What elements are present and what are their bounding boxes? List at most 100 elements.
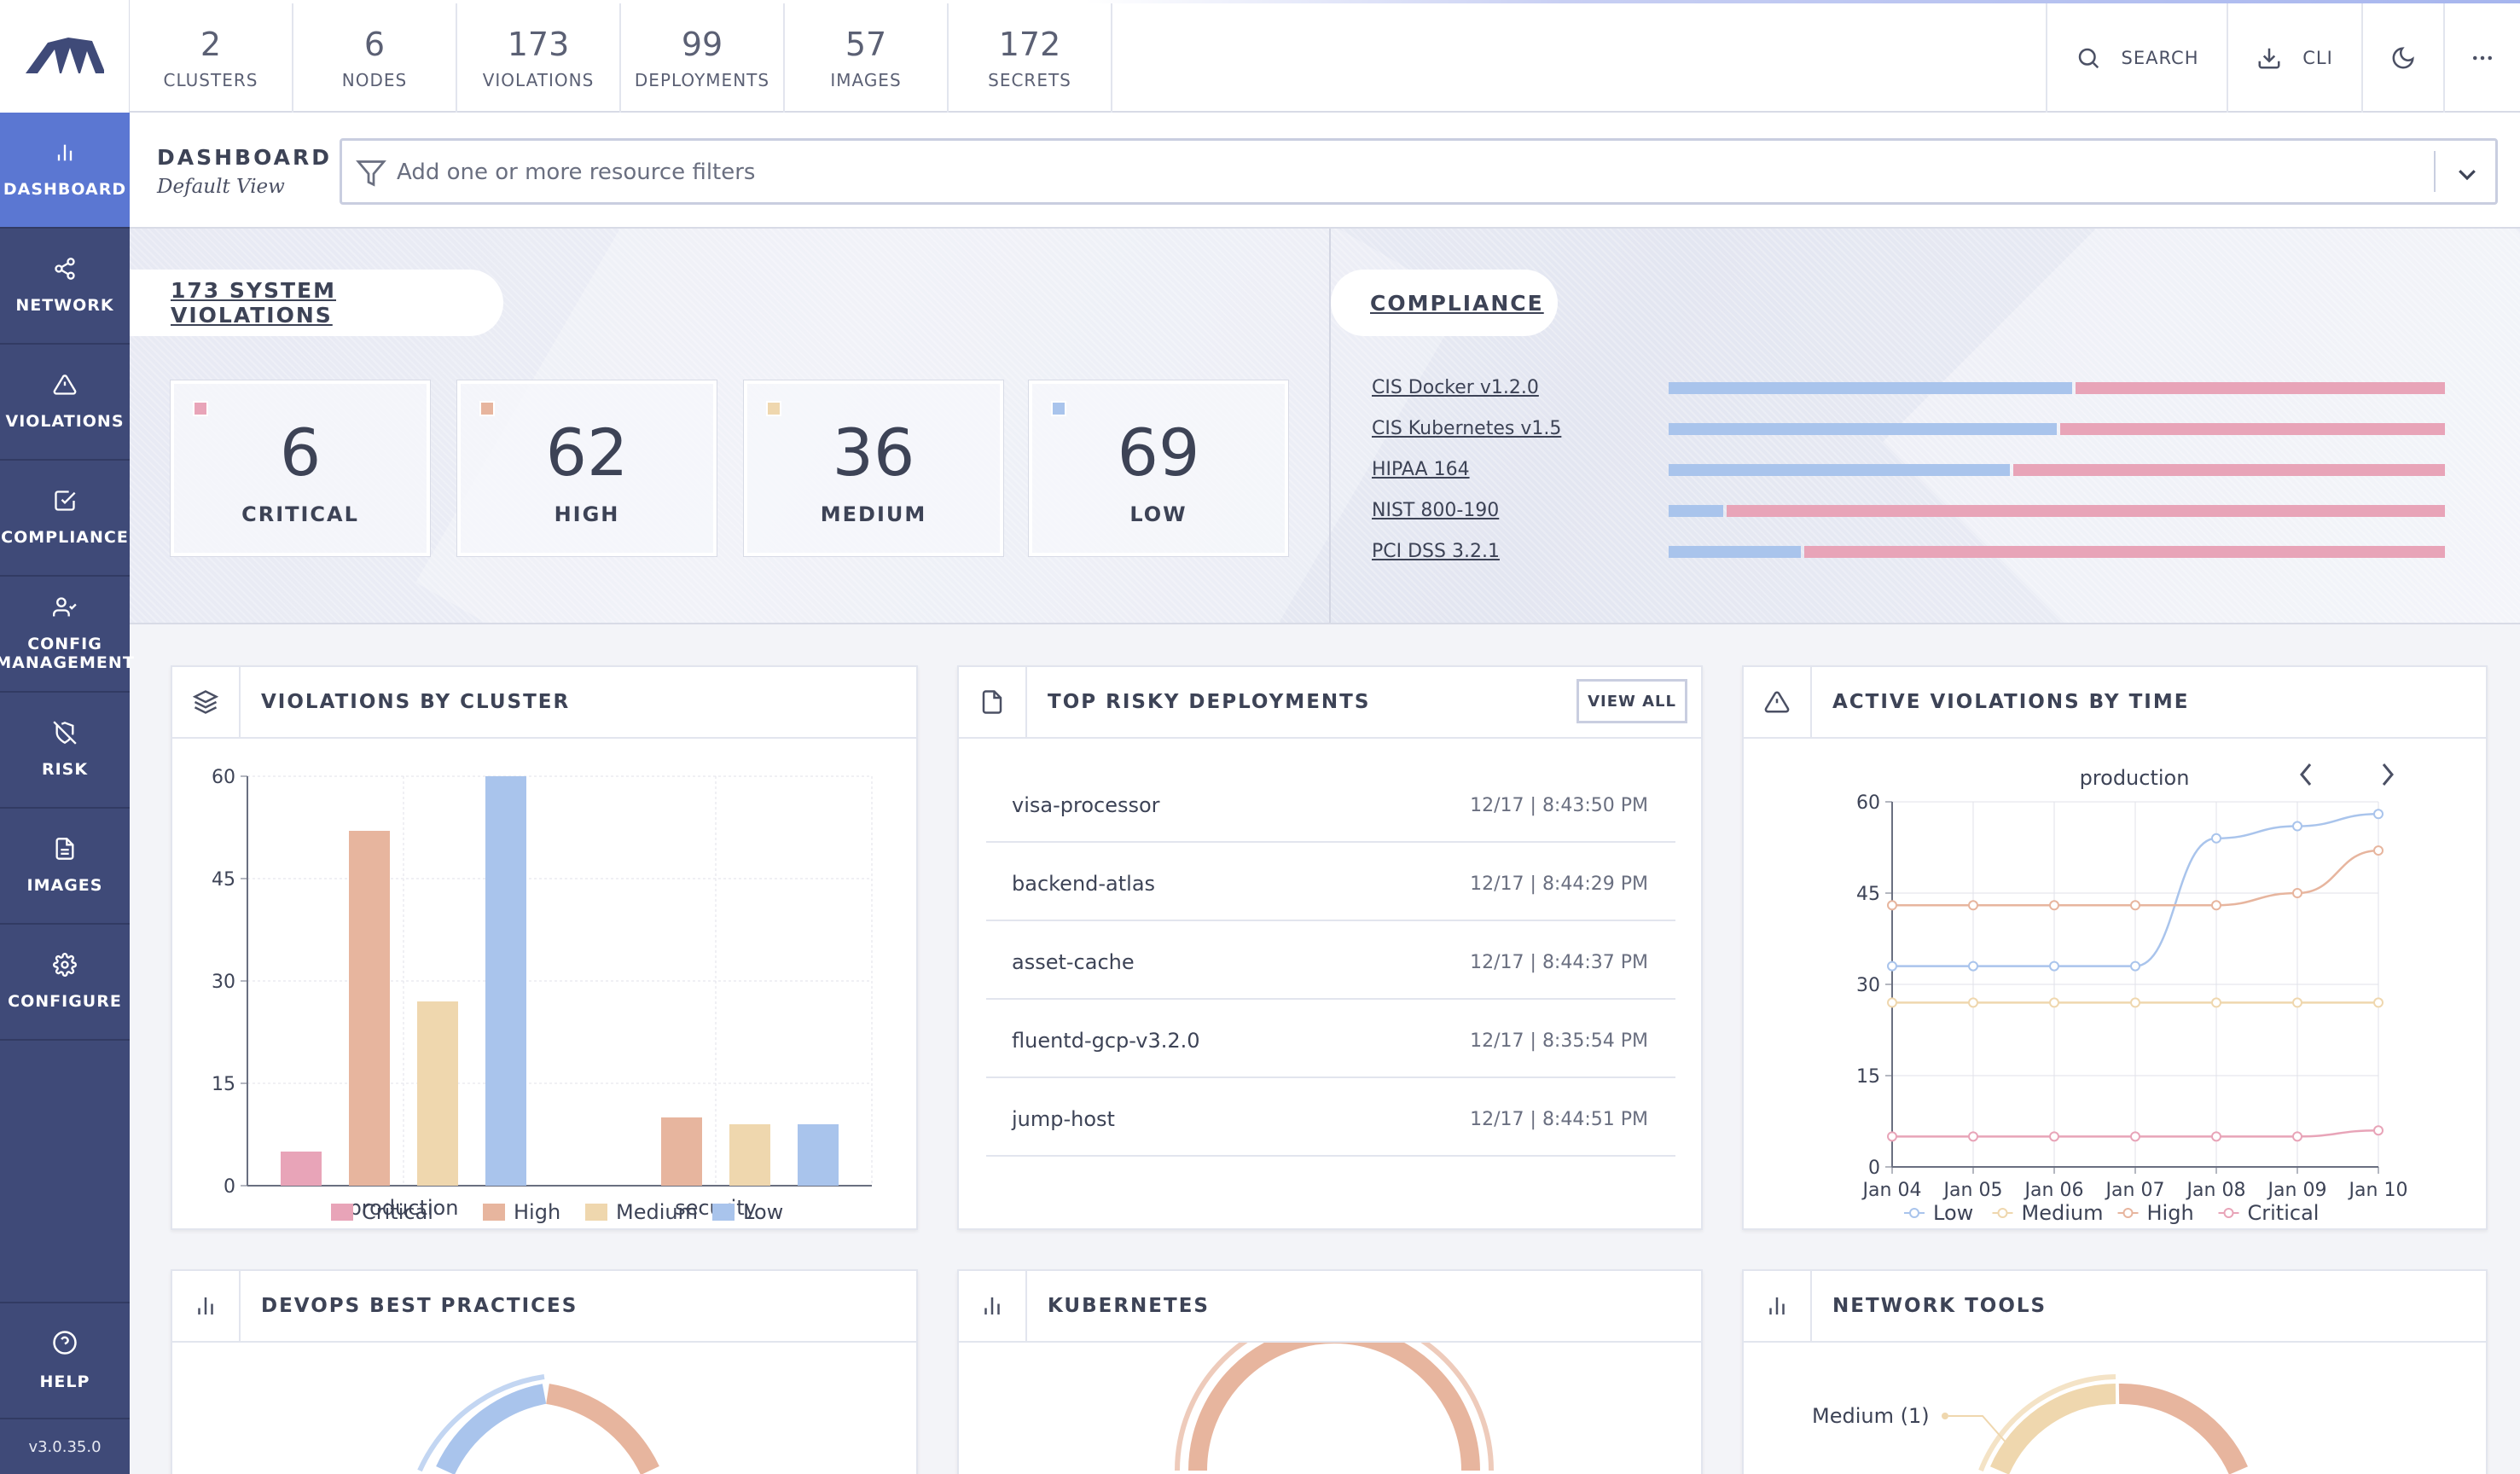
data-point[interactable]: [2049, 960, 2059, 972]
x-tick-label: Jan 10: [2348, 1180, 2408, 1201]
sunburst-arc[interactable]: [2118, 1383, 2248, 1474]
data-point[interactable]: [2130, 900, 2140, 911]
data-point[interactable]: [2292, 821, 2302, 832]
severity-tile-critical[interactable]: 6 CRITICAL: [171, 380, 430, 556]
risky-deployment-row[interactable]: fluentd-gcp-v3.2.0 12/17 | 8:35:54 PM: [986, 1000, 1675, 1078]
data-point[interactable]: [2130, 1131, 2140, 1142]
compliance-standard-link[interactable]: CIS Kubernetes v1.5: [1372, 418, 1562, 439]
sunburst-arc[interactable]: [1175, 1343, 1494, 1471]
more-horizontal-icon: [2473, 55, 2492, 61]
cli-download-button[interactable]: CLI: [2227, 3, 2361, 113]
deployment-name[interactable]: visa-processor: [1012, 793, 1160, 817]
compliance-bar[interactable]: [1669, 505, 2445, 517]
bar[interactable]: [349, 831, 390, 1186]
search-button[interactable]: SEARCH: [2046, 3, 2227, 113]
nav-images[interactable]: IMAGES: [0, 809, 130, 925]
compliance-bar[interactable]: [1669, 464, 2445, 476]
compliance-bar[interactable]: [1669, 423, 2445, 435]
chevron-right-icon[interactable]: [2382, 763, 2394, 786]
data-point[interactable]: [2292, 888, 2302, 898]
data-point[interactable]: [1887, 960, 1897, 972]
deployment-name[interactable]: fluentd-gcp-v3.2.0: [1012, 1029, 1200, 1053]
nav-help[interactable]: HELP: [0, 1302, 130, 1418]
sunburst-arc[interactable]: [545, 1384, 659, 1474]
deployment-name[interactable]: asset-cache: [1012, 950, 1135, 974]
risky-deployment-row[interactable]: jump-host 12/17 | 8:44:51 PM: [986, 1078, 1675, 1157]
bar[interactable]: [729, 1124, 770, 1186]
data-point[interactable]: [2130, 997, 2140, 1008]
bar[interactable]: [661, 1117, 702, 1186]
data-point[interactable]: [2292, 997, 2302, 1008]
data-point[interactable]: [2373, 809, 2384, 820]
count-images[interactable]: 57 IMAGES: [785, 3, 949, 113]
severity-tile-high[interactable]: 62 HIGH: [457, 380, 717, 556]
resource-filter-input[interactable]: [397, 156, 2359, 189]
data-point[interactable]: [1887, 997, 1897, 1008]
data-point[interactable]: [1887, 1131, 1897, 1142]
compliance-standard-link[interactable]: PCI DSS 3.2.1: [1372, 541, 1500, 562]
count-label: IMAGES: [830, 70, 902, 90]
sunburst-arc[interactable]: [1978, 1374, 2116, 1472]
sunburst-arc[interactable]: [436, 1384, 547, 1474]
sunburst-arc[interactable]: [1990, 1384, 2116, 1474]
bar[interactable]: [798, 1124, 839, 1186]
theme-toggle-button[interactable]: [2361, 3, 2443, 113]
risky-deployment-row[interactable]: asset-cache 12/17 | 8:44:37 PM: [986, 921, 1675, 1000]
data-point[interactable]: [2211, 833, 2221, 844]
nav-configure[interactable]: CONFIGURE: [0, 925, 130, 1041]
stackrox-logo[interactable]: [0, 0, 130, 113]
data-point[interactable]: [2373, 997, 2384, 1008]
compliance-standard-link[interactable]: NIST 800-190: [1372, 500, 1500, 521]
count-deployments[interactable]: 99 DEPLOYMENTS: [621, 3, 785, 113]
data-point[interactable]: [1968, 1131, 1978, 1142]
data-point[interactable]: [1887, 900, 1897, 911]
data-point[interactable]: [2049, 900, 2059, 911]
severity-tile-medium[interactable]: 36 MEDIUM: [744, 380, 1003, 556]
compliance-standard-link[interactable]: HIPAA 164: [1372, 459, 1470, 480]
compliance-bar[interactable]: [1669, 546, 2445, 558]
data-point[interactable]: [1968, 900, 1978, 911]
more-menu-button[interactable]: [2443, 3, 2520, 113]
nav-risk[interactable]: RISK: [0, 693, 130, 809]
count-violations[interactable]: 173 VIOLATIONS: [457, 3, 621, 113]
data-point[interactable]: [2130, 960, 2140, 972]
nav-violations[interactable]: VIOLATIONS: [0, 345, 130, 461]
risky-deployment-row[interactable]: backend-atlas 12/17 | 8:44:29 PM: [986, 843, 1675, 921]
severity-tile-low[interactable]: 69 LOW: [1029, 380, 1288, 556]
data-point[interactable]: [1968, 960, 1978, 972]
bar[interactable]: [485, 776, 526, 1186]
nav-compliance[interactable]: COMPLIANCE: [0, 461, 130, 577]
sunburst-arc[interactable]: [1188, 1343, 1480, 1471]
data-point[interactable]: [2049, 1131, 2059, 1142]
risky-deployment-row[interactable]: visa-processor 12/17 | 8:43:50 PM: [986, 764, 1675, 843]
data-point[interactable]: [2292, 1131, 2302, 1142]
view-all-button[interactable]: VIEW ALL: [1576, 679, 1687, 723]
deployment-name[interactable]: jump-host: [1012, 1107, 1115, 1131]
data-point[interactable]: [2373, 1125, 2384, 1136]
sunburst-arc[interactable]: [417, 1374, 545, 1472]
bar[interactable]: [417, 1001, 458, 1186]
count-nodes[interactable]: 6 NODES: [293, 3, 457, 113]
chevron-down-icon[interactable]: [2454, 161, 2480, 187]
data-point[interactable]: [2211, 1131, 2221, 1142]
chevron-left-icon[interactable]: [2300, 763, 2312, 786]
count-secrets[interactable]: 172 SECRETS: [949, 3, 1112, 113]
data-point[interactable]: [2373, 845, 2384, 856]
nav-config-management[interactable]: CONFIG MANAGEMENT: [0, 577, 134, 693]
data-point[interactable]: [2049, 997, 2059, 1008]
data-point[interactable]: [2211, 997, 2221, 1008]
data-point[interactable]: [2211, 900, 2221, 911]
count-clusters[interactable]: 2 CLUSTERS: [130, 3, 293, 113]
system-violations-link[interactable]: 173 SYSTEM VIOLATIONS: [171, 278, 337, 328]
deployment-name[interactable]: backend-atlas: [1012, 872, 1156, 896]
compliance-bar[interactable]: [1669, 382, 2445, 394]
nav-network[interactable]: NETWORK: [0, 229, 130, 345]
compliance-standard-link[interactable]: CIS Docker v1.2.0: [1372, 377, 1539, 398]
bar[interactable]: [281, 1152, 322, 1186]
nav-dashboard[interactable]: DASHBOARD: [0, 113, 130, 229]
compliance-link[interactable]: COMPLIANCE: [1370, 290, 1544, 316]
compliance-pass-bar: [1669, 382, 2073, 394]
widget-icon-box: [959, 1271, 1027, 1341]
resource-filter-box[interactable]: [340, 138, 2498, 205]
data-point[interactable]: [1968, 997, 1978, 1008]
